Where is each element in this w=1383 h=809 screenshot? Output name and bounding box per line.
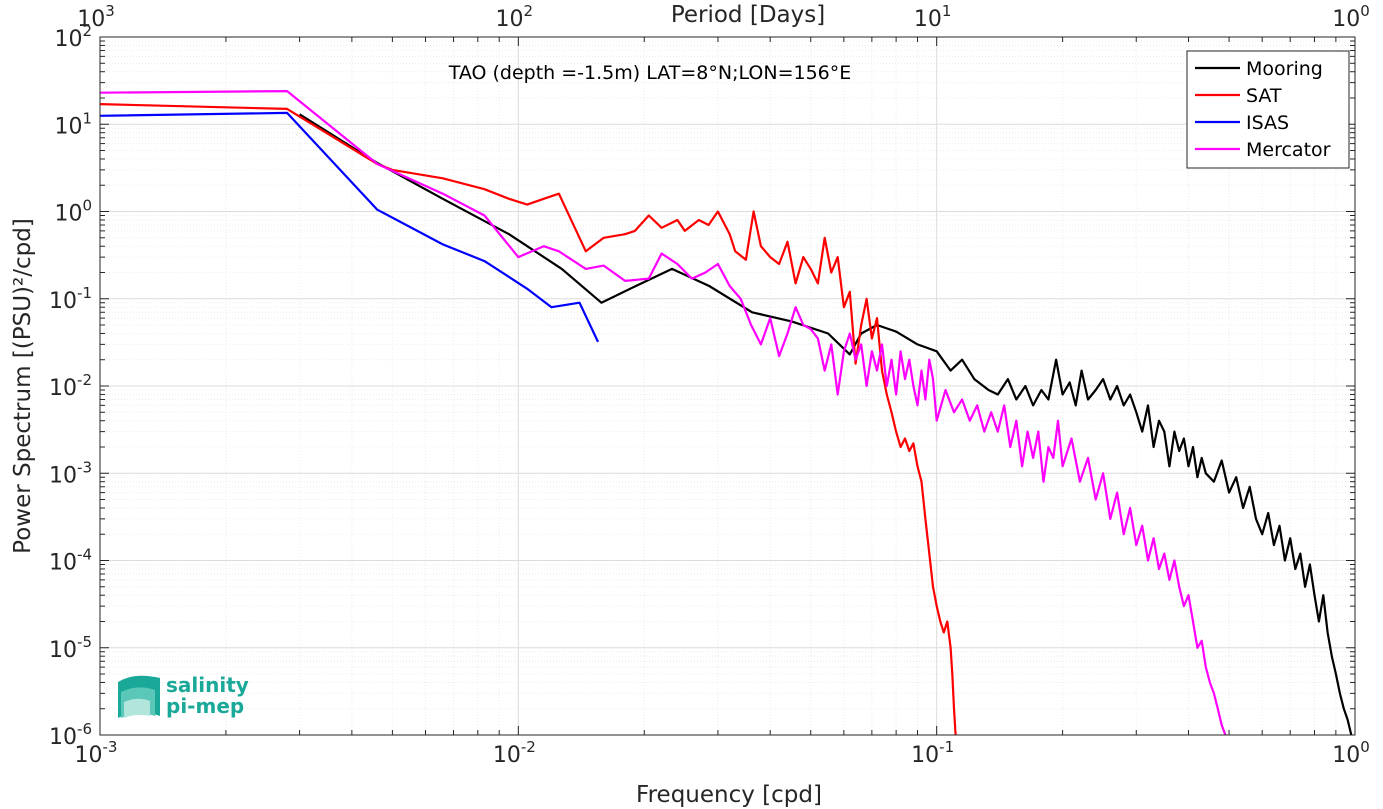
legend-label-mooring: Mooring — [1246, 58, 1323, 80]
y-tick-label: 10-1 — [49, 284, 92, 314]
y-tick-label: 10-3 — [49, 458, 92, 488]
top-x-axis-title: Period [Days] — [671, 2, 825, 28]
series-lines — [99, 90, 1353, 736]
y-axis-title: Power Spectrum [(PSU)²/cpd] — [10, 218, 36, 554]
x-tick-label: 10-1 — [911, 738, 954, 768]
chart-title: TAO (depth =-1.5m) LAT=8°N;LON=156°E — [448, 62, 852, 84]
legend-label-sat: SAT — [1246, 85, 1282, 107]
x-tick-label: 10-2 — [493, 738, 536, 768]
top-x-tick-label: 100 — [1332, 2, 1370, 32]
logo-line2: pi-mep — [166, 694, 244, 718]
legend-label-isas: ISAS — [1246, 112, 1289, 134]
top-x-tick-label: 102 — [496, 2, 534, 32]
y-tick-label: 101 — [54, 109, 92, 139]
x-axis-title: Frequency [cpd] — [636, 782, 822, 808]
series-line-isas — [99, 111, 599, 343]
salinity-pi-mep-logo: salinity pi-mep — [118, 673, 249, 718]
series-line-sat — [99, 103, 957, 736]
series-line-mercator — [99, 90, 1227, 736]
tick-marks — [99, 37, 1355, 736]
logo-waves-icon — [118, 675, 160, 718]
y-tick-label: 10-6 — [49, 720, 92, 750]
grid — [100, 37, 1355, 735]
y-tick-label: 10-4 — [49, 546, 92, 576]
x-tick-label: 10-3 — [75, 738, 118, 768]
logo-line1: salinity — [166, 673, 249, 697]
y-tick-label: 100 — [54, 197, 92, 227]
top-x-tick-label: 103 — [77, 2, 115, 32]
series-line-mooring — [299, 113, 1353, 736]
top-x-tick-label: 101 — [914, 2, 952, 32]
y-tick-label: 102 — [54, 22, 92, 52]
y-tick-label: 10-2 — [49, 371, 92, 401]
legend: Mooring SAT ISAS Mercator — [1186, 50, 1350, 169]
x-tick-label: 100 — [1332, 738, 1370, 768]
y-tick-label: 10-5 — [49, 633, 92, 663]
legend-label-mercator: Mercator — [1246, 139, 1331, 161]
